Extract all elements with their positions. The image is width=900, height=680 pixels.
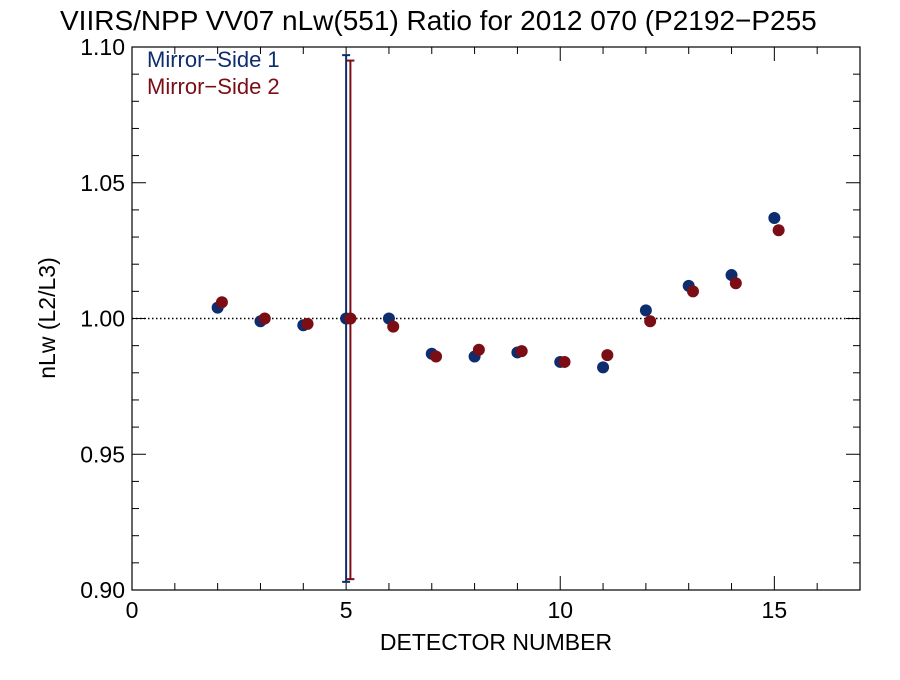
data-point-series-2 [515, 345, 528, 358]
y-tick-label: 1.00 [80, 306, 125, 332]
x-tick-label: 10 [547, 597, 573, 623]
data-point-series-2 [601, 349, 614, 362]
data-point-series-2 [729, 277, 742, 290]
y-tick-label: 1.05 [80, 170, 125, 196]
data-point-series-2 [344, 312, 357, 325]
y-tick-label: 0.90 [80, 577, 125, 603]
data-point-series-2 [215, 296, 228, 309]
y-tick-label: 0.95 [80, 441, 125, 467]
data-point-series-2 [772, 224, 785, 237]
y-tick-label: 1.10 [80, 34, 125, 60]
data-point-series-1 [597, 361, 610, 374]
x-tick-label: 5 [340, 597, 353, 623]
data-point-series-1 [639, 304, 652, 317]
data-point-series-2 [686, 285, 699, 298]
x-tick-label: 15 [762, 597, 788, 623]
data-point-series-2 [301, 317, 314, 330]
data-point-series-2 [387, 320, 400, 333]
legend-entry-series-1: Mirror−Side 1 [147, 47, 280, 72]
plot-area: 0 5 10 15 0.90 0.95 1.00 1.05 1.10 Mirror−Side 1M… [80, 34, 861, 623]
chart-title: VIIRS/NPP VV07 nLw(551) Ratio for 2012 0… [60, 5, 817, 36]
data-point-series-1 [768, 212, 781, 225]
data-point-series-2 [258, 312, 271, 325]
x-axis-label: DETECTOR NUMBER [380, 629, 612, 655]
legend-entry-series-2: Mirror−Side 2 [147, 74, 280, 99]
data-point-series-2 [430, 350, 443, 363]
x-tick-label: 0 [126, 597, 139, 623]
data-point-series-2 [558, 355, 571, 368]
data-point-series-2 [472, 343, 485, 356]
y-axis-label: nLw (L2/L3) [34, 257, 60, 378]
data-point-series-2 [644, 315, 657, 328]
